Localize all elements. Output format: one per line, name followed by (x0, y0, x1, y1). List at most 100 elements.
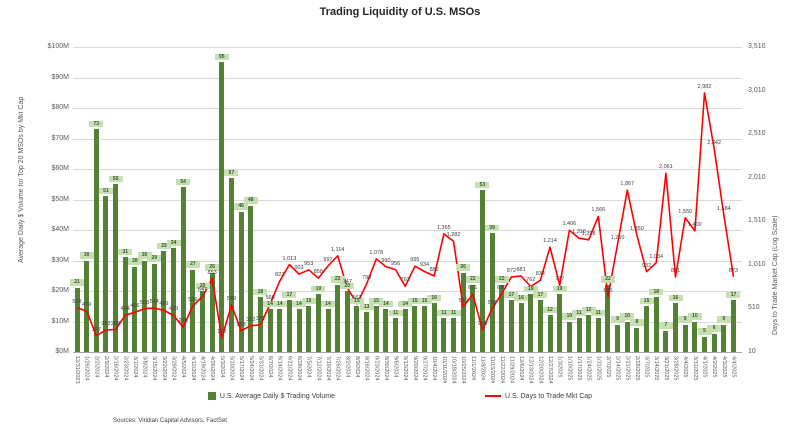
x-axis-tick: 8/2/2024 (344, 356, 351, 378)
bar-value-label: 22 (465, 276, 480, 283)
volume-bar (528, 294, 534, 352)
volume-bar (132, 266, 138, 352)
bar-value-label: 17 (282, 291, 297, 299)
y-axis-tick: $20M (51, 287, 69, 294)
line-value-label: 903 (294, 265, 304, 272)
volume-bar (238, 211, 244, 352)
y-axis-tick: $80M (51, 104, 69, 111)
volume-swatch-icon (207, 392, 216, 400)
line-value-label: 858 (313, 269, 323, 276)
volume-bar (460, 272, 466, 352)
x-axis-tick: 4/5/2024 (180, 356, 187, 378)
line-value-label: 747 (342, 278, 352, 285)
y-axis-tick: $40M (51, 226, 69, 233)
secondary-y-axis-tick: 10 (748, 348, 756, 355)
bar-value-label: 10 (687, 313, 702, 320)
line-value-label: 549 (226, 296, 237, 303)
volume-bar (489, 233, 495, 352)
secondary-y-axis-tick: 1,510 (748, 217, 766, 225)
x-axis-tick: 8/30/2024 (382, 356, 389, 381)
bar-value-label: 22 (330, 276, 345, 283)
volume-bar (702, 336, 707, 352)
bar-value-label: 19 (552, 285, 567, 293)
volume-bar (431, 303, 437, 352)
line-value-label: 253 (236, 321, 246, 328)
bar-value-label: 15 (417, 297, 432, 305)
line-value-label: 429 (168, 306, 179, 313)
bar-value-label: 48 (243, 197, 258, 204)
line-value-label: 539 (188, 296, 198, 303)
bar-value-label: 5 (697, 328, 712, 335)
gridline (73, 169, 742, 170)
volume-bar (518, 303, 524, 352)
line-value-label: 853 (207, 269, 217, 276)
bar-value-label: 9 (716, 316, 731, 323)
x-axis-tick: 2/14/2025 (614, 356, 621, 381)
x-axis-tick: 4/2/2025 (711, 356, 718, 378)
secondary-y-axis-tick: 2,510 (748, 130, 766, 138)
volume-bar (84, 260, 90, 352)
volume-bar (364, 312, 370, 352)
x-axis-tick: 10/18/2024 (450, 356, 457, 384)
bar-value-label: 27 (185, 261, 200, 268)
bar-value-label: 34 (166, 239, 181, 247)
x-axis-tick: 3/8/2024 (141, 356, 148, 378)
x-axis-tick: 11/22/2024 (498, 356, 505, 384)
x-axis-line (73, 352, 742, 353)
bar-value-label: 10 (620, 313, 635, 320)
x-axis-tick: 8/16/2024 (363, 356, 370, 381)
volume-bar (566, 321, 572, 352)
bar-value-label: 11 (591, 309, 606, 317)
gridline (73, 199, 742, 201)
y-axis-tick: $90M (51, 73, 69, 81)
x-axis-tick: 7/12/2024 (315, 356, 322, 381)
volume-bar (228, 178, 234, 352)
x-axis-tick: 12/6/2024 (518, 356, 525, 381)
bar-value-label: 8 (629, 319, 644, 326)
x-axis-tick: 3/29/2024 (170, 356, 177, 381)
line-value-label: 262 (101, 321, 111, 328)
line-value-label: 479 (82, 302, 92, 309)
legend-item-days: U.S. Days to Trade Mkt Cap (484, 392, 593, 400)
line-value-label: 268 (111, 320, 121, 327)
x-axis-tick: 1/10/2025 (566, 356, 573, 381)
line-value-label: 560 (265, 295, 275, 302)
volume-bar (605, 284, 611, 352)
bar-value-label: 14 (292, 300, 307, 308)
x-axis-tick: 5/31/2024 (257, 356, 264, 381)
bar-value-label: 9 (610, 316, 625, 323)
bar-value-label: 7 (658, 322, 673, 329)
bar-value-label: 54 (176, 178, 191, 186)
x-axis-tick: 3/14/2025 (653, 356, 660, 381)
bar-value-label: 55 (108, 175, 123, 183)
x-axis-tick: 7/5/2024 (305, 356, 312, 378)
volume-bar (422, 306, 428, 352)
line-value-label: 822 (275, 272, 285, 279)
bar-value-label: 18 (253, 288, 268, 296)
line-value-label: 1,867 (620, 181, 635, 188)
volume-bar (537, 300, 543, 352)
volume-bar (673, 303, 679, 352)
bar-value-label: 16 (668, 294, 683, 302)
line-value-label: 871 (670, 267, 681, 274)
x-axis-tick: 3/22/2024 (160, 356, 167, 381)
legend-days-label: U.S. Days to Trade Mkt Cap (504, 392, 593, 400)
gridline (73, 77, 742, 79)
bar-value-label: 11 (572, 309, 586, 317)
volume-bar (315, 294, 321, 352)
x-axis-tick: 3/31/2025 (691, 356, 698, 381)
line-value-label: 466 (130, 303, 140, 310)
x-axis-tick: 5/17/2024 (238, 356, 245, 381)
volume-bar (653, 297, 659, 352)
line-value-label: 1,566 (591, 207, 606, 214)
x-axis-tick: 12/27/2024 (547, 356, 554, 384)
legend-volume-label: U.S. Average Daily $ Trading Volume (219, 392, 335, 400)
bar-value-label: 12 (543, 306, 558, 314)
x-axis-tick: 4/12/2024 (189, 356, 196, 381)
bar-value-label: 14 (398, 300, 413, 308)
bar-value-label: 14 (272, 300, 287, 308)
line-value-label: 1,298 (581, 230, 596, 237)
volume-bar (595, 318, 601, 352)
volume-bar (383, 309, 389, 352)
